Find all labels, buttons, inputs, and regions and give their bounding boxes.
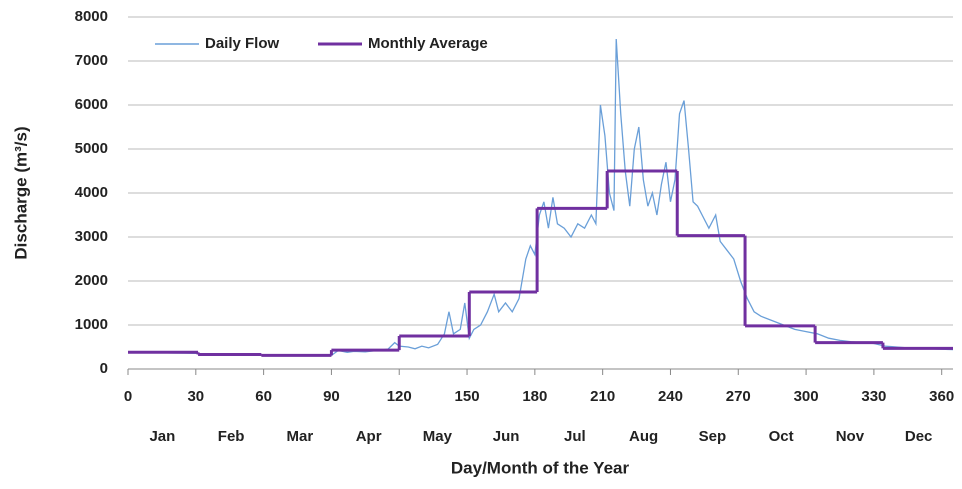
x-tick-label: 0	[124, 388, 132, 405]
y-tick-label: 7000	[75, 52, 108, 69]
month-label: Jun	[493, 428, 520, 445]
legend-label: Daily Flow	[205, 35, 280, 52]
x-tick-label: 240	[658, 388, 683, 405]
x-tick-label: 150	[455, 388, 480, 405]
month-label: Dec	[905, 428, 933, 445]
y-axis-title: Discharge (m³/s)	[11, 126, 30, 259]
x-tick-label: 90	[323, 388, 340, 405]
month-label: Mar	[287, 428, 314, 445]
month-label: Oct	[769, 428, 794, 445]
y-tick-label: 4000	[75, 184, 108, 201]
x-tick-label: 330	[861, 388, 886, 405]
month-label: Nov	[836, 428, 865, 445]
x-axis-title: Day/Month of the Year	[451, 458, 630, 477]
x-tick-label: 120	[387, 388, 412, 405]
y-tick-label: 8000	[75, 8, 108, 25]
x-tick-label: 210	[590, 388, 615, 405]
month-label: Jan	[149, 428, 175, 445]
daily-flow-line	[127, 38, 954, 357]
y-tick-label: 2000	[75, 272, 108, 289]
x-tick-label: 180	[522, 388, 547, 405]
y-tick-label: 3000	[75, 228, 108, 245]
x-tick-label: 60	[255, 388, 272, 405]
month-label: Sep	[699, 428, 727, 445]
legend-label: Monthly Average	[368, 35, 488, 52]
month-label: May	[423, 428, 453, 445]
x-tick-label: 300	[794, 388, 819, 405]
x-tick-label: 30	[187, 388, 204, 405]
y-tick-label: 6000	[75, 96, 108, 113]
y-tick-label: 5000	[75, 140, 108, 157]
month-label: Jul	[564, 428, 586, 445]
y-tick-label: 0	[100, 360, 108, 377]
month-label: Feb	[218, 428, 245, 445]
month-label: Apr	[356, 428, 382, 445]
y-tick-label: 1000	[75, 316, 108, 333]
x-tick-label: 360	[929, 388, 954, 405]
x-tick-label: 270	[726, 388, 751, 405]
month-label: Aug	[629, 428, 658, 445]
